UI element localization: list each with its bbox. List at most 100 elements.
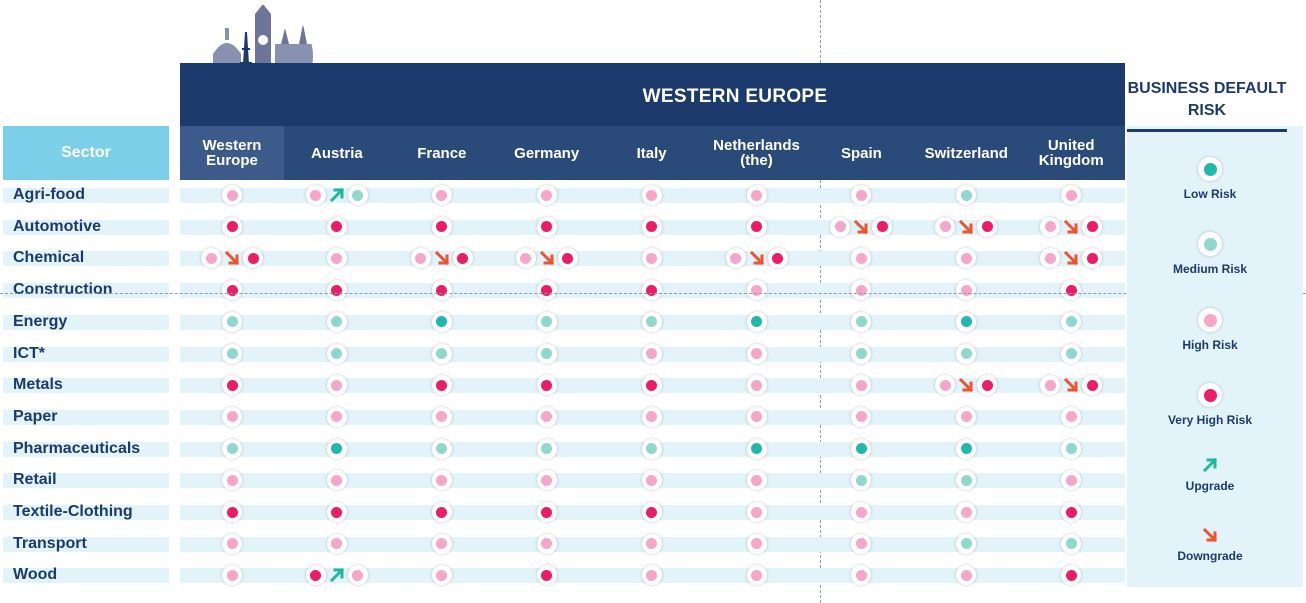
- high-risk-dot: [431, 470, 452, 491]
- very-high-risk-dot: [222, 375, 242, 396]
- column-header: United Kingdom: [1038, 137, 1104, 169]
- medium-risk-dot: [956, 343, 977, 364]
- high-risk-dot: [956, 502, 977, 522]
- risk-cell: [495, 307, 599, 337]
- very-high-risk-dot: [767, 248, 788, 269]
- downgrade-arrow-icon: [958, 377, 974, 393]
- column-header: Italy: [636, 144, 667, 162]
- risk-cell: [1019, 307, 1123, 337]
- high-risk-dot: [326, 470, 347, 491]
- downgrade-arrow-icon: [1063, 219, 1079, 235]
- medium-risk-dot: [956, 533, 977, 554]
- risk-cell: [180, 434, 284, 464]
- risk-cell: [1019, 180, 1123, 210]
- low-risk-dot: [746, 438, 767, 459]
- risk-cell: [390, 402, 494, 432]
- high-risk-dot: [536, 470, 557, 491]
- risk-cell: [705, 243, 809, 273]
- risk-cell: [390, 370, 494, 400]
- risk-cell: [600, 243, 704, 273]
- high-risk-dot: [222, 470, 242, 491]
- risk-cell: [600, 465, 704, 495]
- medium-risk-dot: [1198, 232, 1222, 256]
- risk-cell: [600, 497, 704, 527]
- high-risk-dot: [851, 280, 872, 301]
- risk-cell: [914, 307, 1018, 337]
- label-band: [3, 251, 169, 267]
- downgrade-arrow-icon: [1202, 527, 1218, 543]
- very-high-risk-dot: [536, 375, 557, 396]
- risk-cell: [495, 497, 599, 527]
- high-risk-dot: [1061, 185, 1082, 205]
- high-risk-dot: [410, 248, 431, 269]
- medium-risk-dot: [851, 343, 872, 364]
- risk-cell: [809, 434, 913, 464]
- high-risk-dot: [641, 533, 662, 554]
- risk-cell: [285, 212, 389, 242]
- high-risk-dot: [641, 248, 662, 269]
- high-risk-dot: [830, 216, 851, 237]
- sector-label: Paper: [13, 407, 58, 425]
- downgrade-arrow-icon: [1063, 377, 1079, 393]
- risk-cell: [600, 307, 704, 337]
- very-high-risk-dot: [222, 502, 242, 522]
- high-risk-dot: [222, 185, 242, 205]
- risk-cell: [914, 370, 1018, 400]
- high-risk-dot: [746, 185, 767, 205]
- very-high-risk-dot: [641, 375, 662, 396]
- risk-cell: [914, 497, 1018, 527]
- risk-cell: [705, 497, 809, 527]
- label-band: [3, 378, 169, 394]
- high-risk-dot: [746, 502, 767, 522]
- high-risk-dot: [746, 343, 767, 364]
- very-high-risk-dot: [326, 216, 347, 237]
- risk-cell: [390, 307, 494, 337]
- low-risk-dot: [1198, 157, 1222, 181]
- very-high-risk-dot: [431, 216, 452, 237]
- region-banner: [180, 63, 1125, 126]
- downgrade-arrow-icon: [749, 250, 765, 266]
- low-risk-dot: [956, 311, 977, 332]
- risk-cell: [285, 434, 389, 464]
- medium-risk-dot: [956, 185, 977, 205]
- column-header: Netherlands (the): [713, 137, 800, 169]
- risk-cell: [705, 307, 809, 337]
- risk-cell: [705, 370, 809, 400]
- high-risk-dot: [935, 216, 956, 237]
- label-band: [3, 409, 169, 425]
- risk-cell: [1019, 529, 1123, 559]
- column-header: Western Europe: [180, 126, 284, 180]
- legend-label: Downgrade: [1177, 549, 1243, 563]
- high-risk-dot: [222, 406, 242, 427]
- risk-cell: [495, 434, 599, 464]
- high-risk-dot: [1061, 470, 1082, 491]
- column-header: Austria: [311, 144, 363, 162]
- very-high-risk-dot: [536, 502, 557, 522]
- column-header: France: [417, 144, 467, 162]
- risk-cell: [600, 212, 704, 242]
- risk-cell: [1019, 434, 1123, 464]
- risk-cell: [285, 497, 389, 527]
- high-risk-dot: [851, 375, 872, 396]
- risk-cell: [600, 339, 704, 369]
- very-high-risk-dot: [243, 248, 263, 269]
- downgrade-arrow-icon: [224, 250, 240, 266]
- medium-risk-dot: [851, 311, 872, 332]
- high-risk-dot: [851, 406, 872, 427]
- risk-cell: [180, 402, 284, 432]
- legend-label: Low Risk: [1183, 187, 1237, 201]
- very-high-risk-dot: [1082, 375, 1103, 396]
- high-risk-dot: [1061, 406, 1082, 427]
- medium-risk-dot: [347, 185, 368, 205]
- divider-horizontal: [0, 293, 1306, 294]
- label-band: [3, 188, 169, 203]
- sector-label: Energy: [13, 312, 68, 330]
- sector-label: Construction: [13, 281, 113, 299]
- risk-cell: [180, 529, 284, 559]
- very-high-risk-dot: [1061, 565, 1082, 586]
- upgrade-arrow-icon: [329, 187, 345, 203]
- legend-item-M: Medium Risk: [1127, 232, 1293, 276]
- risk-cell: [914, 434, 1018, 464]
- high-risk-dot: [746, 533, 767, 554]
- high-risk-dot: [326, 533, 347, 554]
